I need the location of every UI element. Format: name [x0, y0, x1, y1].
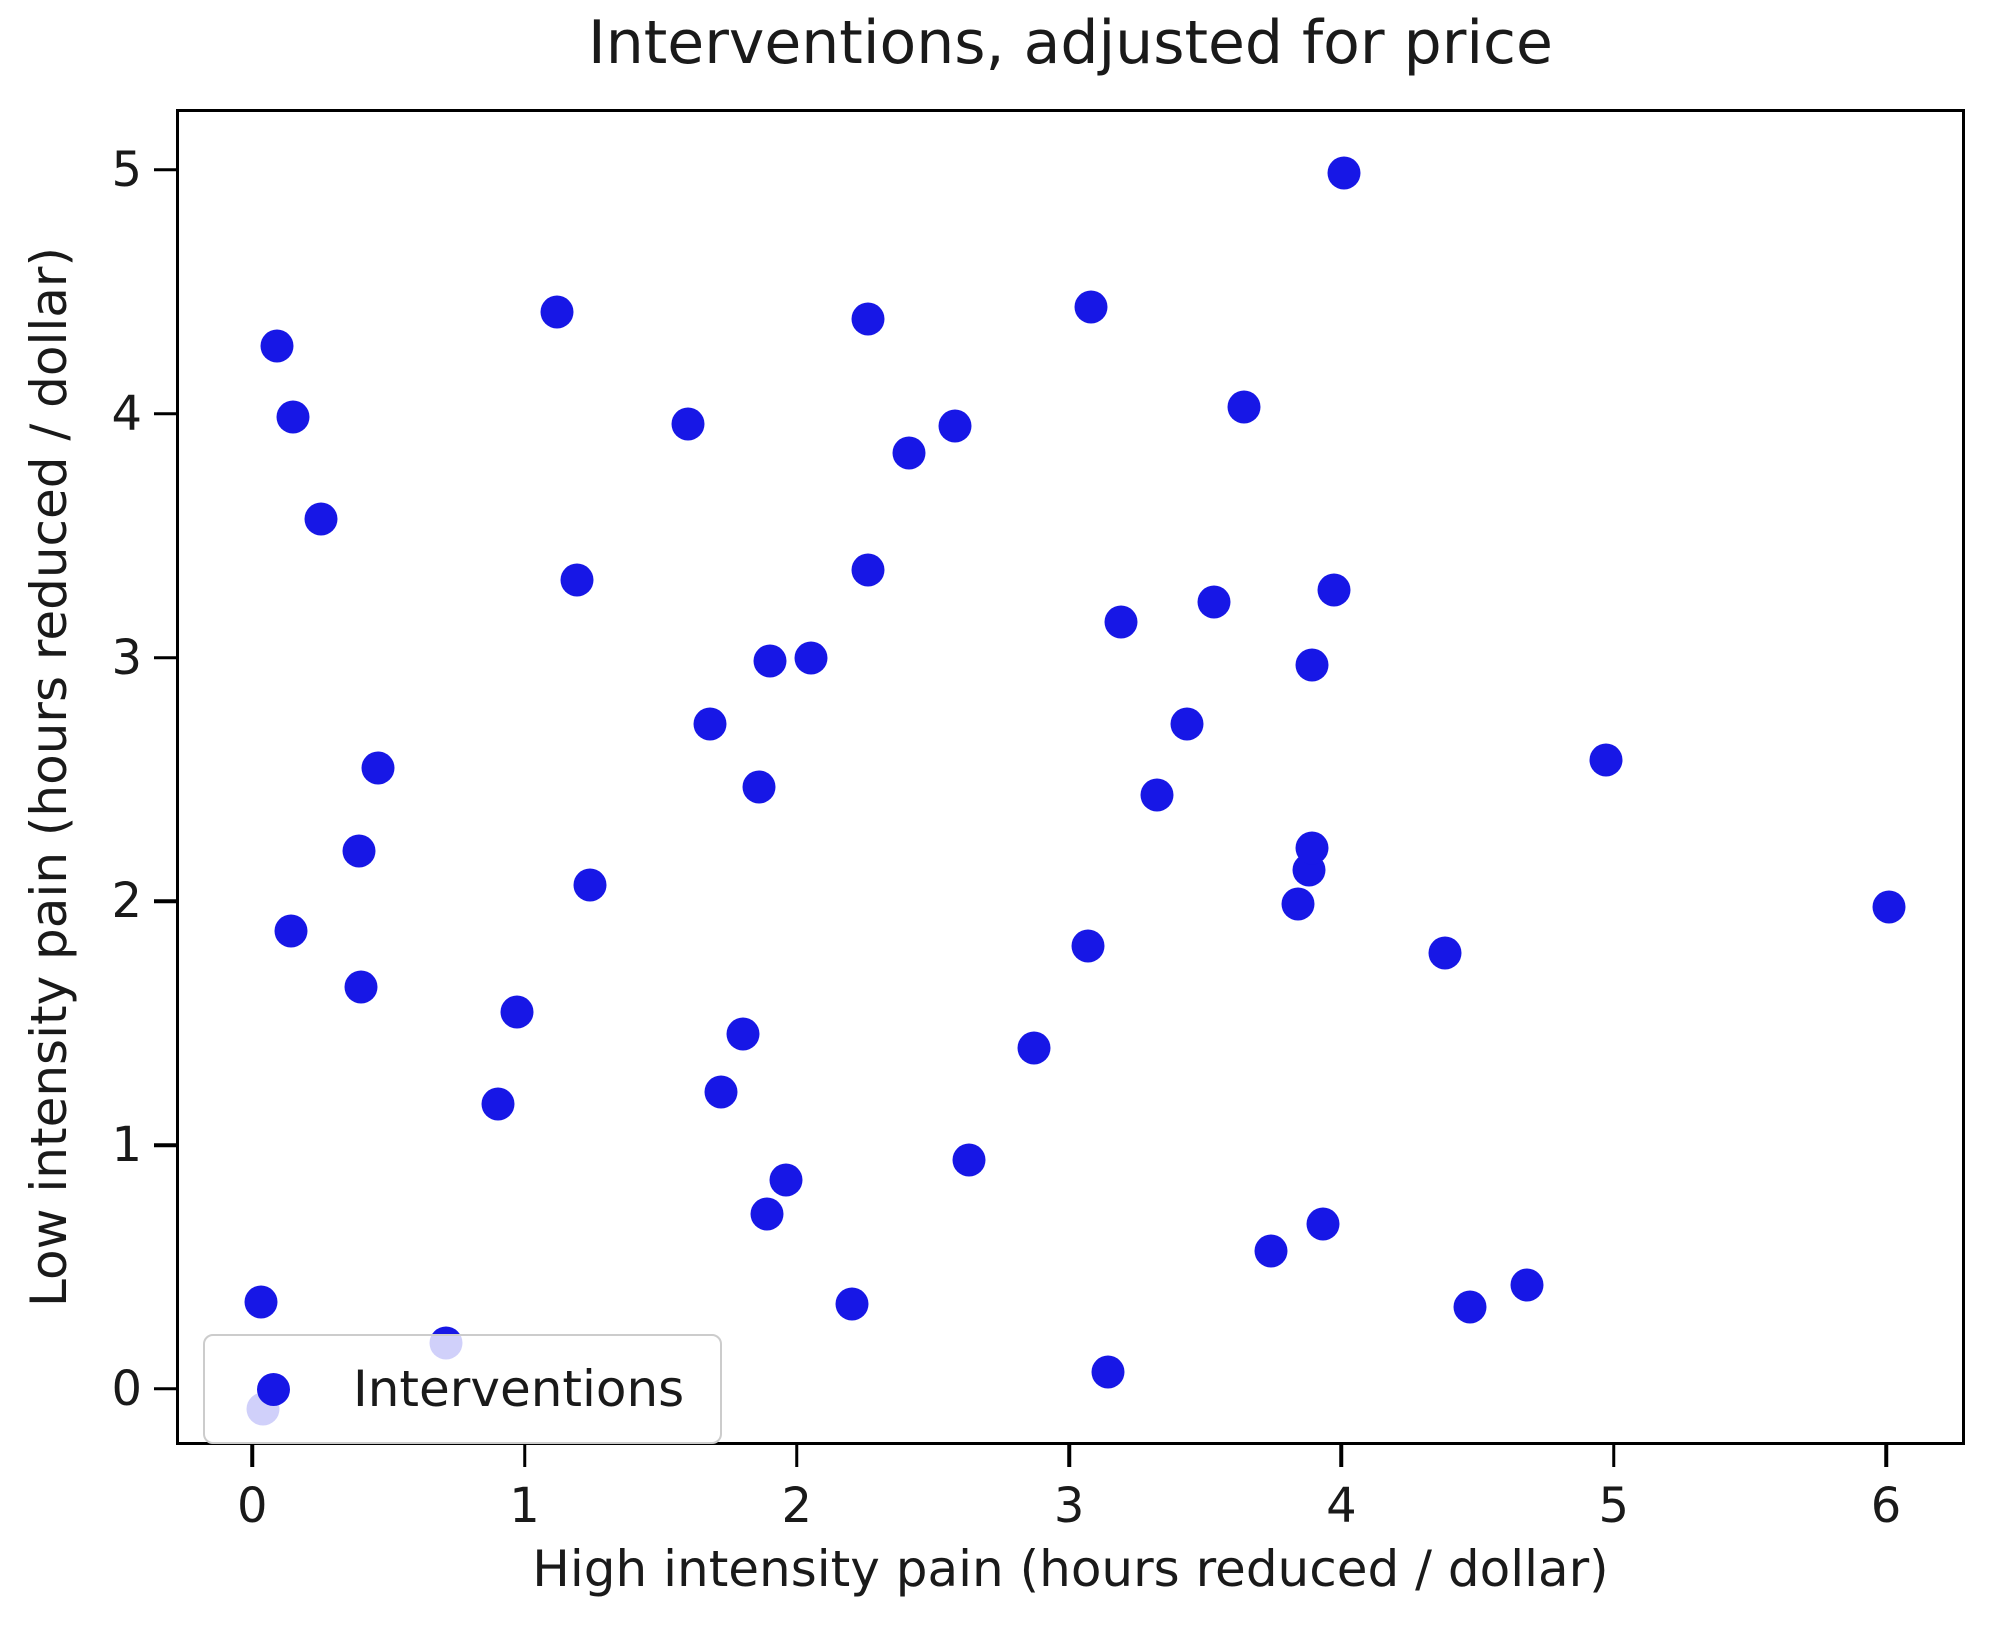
scatter-point: [704, 1075, 738, 1109]
scatter-point: [274, 914, 308, 948]
y-tick-mark: [154, 411, 176, 416]
scatter-point: [1327, 156, 1361, 190]
scatter-point: [1453, 1290, 1487, 1324]
scatter-point: [835, 1287, 869, 1321]
scatter-point: [693, 707, 727, 741]
scatter-point: [573, 868, 607, 902]
scatter-point: [540, 295, 574, 329]
y-tick-label: 2: [111, 873, 142, 930]
scatter-point: [769, 1163, 803, 1197]
x-tick-label: 3: [1053, 1478, 1085, 1534]
legend-label: Interventions: [353, 1360, 685, 1418]
scatter-point: [304, 502, 338, 536]
scatter-point: [1306, 1207, 1340, 1241]
x-tick-mark: [1611, 1445, 1616, 1467]
scatter-point: [1071, 929, 1105, 963]
scatter-point: [276, 400, 310, 434]
scatter-point: [1510, 1268, 1544, 1302]
scatter-point: [952, 1143, 986, 1177]
x-tick-mark: [1339, 1445, 1344, 1467]
scatter-point: [1140, 778, 1174, 812]
y-tick-mark: [154, 899, 176, 904]
x-tick-mark: [1884, 1445, 1888, 1467]
scatter-point: [1317, 573, 1351, 607]
scatter-point: [938, 409, 972, 443]
x-tick-label: 1: [509, 1478, 540, 1534]
x-tick-label: 5: [1598, 1478, 1630, 1534]
x-tick-label: 0: [236, 1478, 268, 1534]
scatter-point: [851, 553, 885, 587]
scatter-point: [742, 770, 776, 804]
y-tick-mark: [154, 655, 176, 660]
x-tick-mark: [522, 1445, 527, 1467]
scatter-point: [1227, 390, 1261, 424]
scatter-point: [560, 563, 594, 597]
scatter-point: [1197, 585, 1231, 619]
scatter-point: [1104, 605, 1138, 639]
scatter-point: [1170, 707, 1203, 741]
x-tick-mark: [250, 1445, 254, 1467]
scatter-point: [344, 970, 378, 1004]
scatter-point: [481, 1087, 515, 1121]
scatter-point: [1589, 743, 1623, 777]
plot-area: [176, 109, 1965, 1445]
scatter-point: [361, 751, 395, 785]
scatter-point: [794, 641, 828, 675]
y-tick-mark: [154, 1143, 176, 1147]
scatter-point: [753, 644, 787, 678]
y-tick-mark: [154, 1387, 176, 1391]
scatter-point: [342, 834, 376, 868]
scatter-point: [851, 302, 885, 336]
scatter-point: [1017, 1031, 1051, 1065]
x-tick-label: 4: [1326, 1478, 1357, 1534]
scatter-point: [726, 1017, 760, 1051]
scatter-point: [750, 1197, 784, 1231]
y-tick-label: 3: [111, 629, 142, 686]
scatter-point: [892, 436, 926, 470]
y-tick-mark: [154, 168, 176, 172]
scatter-point: [1281, 887, 1315, 921]
chart-title: Interventions, adjusted for price: [588, 8, 1553, 78]
scatter-point: [1074, 290, 1108, 324]
x-tick-label: 6: [1870, 1478, 1902, 1534]
legend-marker-dot-icon: [257, 1372, 290, 1406]
scatter-point: [1872, 890, 1906, 924]
y-tick-label: 4: [111, 385, 142, 442]
scatter-point: [1091, 1355, 1125, 1389]
y-tick-label: 1: [111, 1117, 142, 1174]
legend: Interventions: [203, 1334, 722, 1444]
scatter-point: [1428, 936, 1462, 970]
y-axis-label: Low intensity pain (hours reduced / doll…: [20, 247, 78, 1307]
scatter-point: [1295, 831, 1329, 865]
y-tick-label: 5: [111, 141, 142, 198]
scatter-point: [1295, 648, 1329, 682]
x-tick-mark: [1067, 1445, 1071, 1467]
y-tick-label: 0: [111, 1360, 142, 1417]
x-tick-label: 2: [781, 1478, 813, 1534]
scatter-point: [244, 1285, 278, 1319]
scatter-point: [260, 329, 294, 363]
x-tick-mark: [795, 1445, 799, 1467]
scatter-point: [671, 407, 705, 441]
scatter-point: [500, 995, 534, 1029]
x-axis-label: High intensity pain (hours reduced / dol…: [532, 1540, 1609, 1598]
scatter-point: [1254, 1234, 1288, 1268]
